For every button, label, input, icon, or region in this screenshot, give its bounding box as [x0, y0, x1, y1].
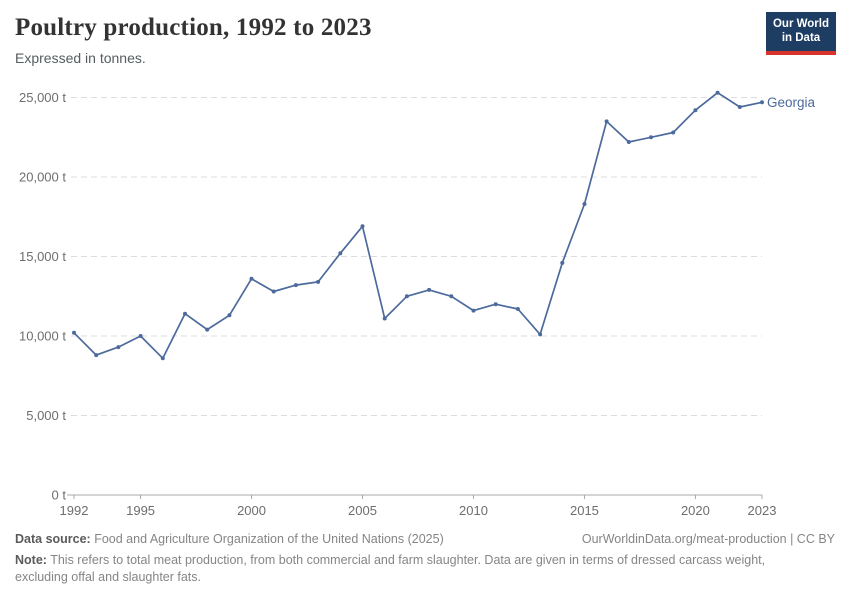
source-row: Data source: Food and Agriculture Organi…	[15, 531, 835, 548]
data-point-marker[interactable]	[293, 283, 298, 288]
x-axis-tick-label: 2010	[459, 503, 488, 518]
x-axis-tick-label: 1995	[126, 503, 155, 518]
chart-note: Note: This refers to total meat producti…	[15, 552, 815, 586]
data-point-marker[interactable]	[737, 105, 742, 109]
owid-logo-line2: in Data	[781, 32, 821, 44]
note-label: Note:	[15, 553, 47, 567]
series-end-label[interactable]: Georgia	[767, 95, 816, 110]
x-axis-tick-label: 2023	[748, 503, 777, 518]
x-axis-tick-label: 2015	[570, 503, 599, 518]
data-point-marker[interactable]	[604, 119, 609, 124]
series-line[interactable]	[73, 91, 763, 360]
note-text: This refers to total meat production, fr…	[15, 553, 766, 584]
data-point-marker[interactable]	[160, 356, 165, 361]
data-point-marker[interactable]	[760, 100, 764, 105]
data-point-marker[interactable]	[449, 294, 454, 299]
data-point-marker[interactable]	[693, 108, 698, 113]
data-point-marker[interactable]	[671, 130, 676, 135]
data-source-label: Data source:	[15, 532, 91, 546]
data-point-marker[interactable]	[227, 313, 232, 318]
data-point-marker[interactable]	[271, 289, 276, 294]
data-point-marker[interactable]	[626, 140, 631, 144]
data-point-marker[interactable]	[715, 90, 720, 95]
data-point-marker[interactable]	[382, 316, 387, 321]
data-point-marker[interactable]	[205, 327, 210, 332]
data-point-marker[interactable]	[249, 276, 254, 281]
data-point-marker[interactable]	[582, 202, 587, 206]
page-title: Poultry production, 1992 to 2023	[15, 14, 372, 41]
data-point-marker[interactable]	[72, 330, 76, 335]
x-axis-tick-label: 2005	[348, 503, 377, 518]
owid-logo-line1: Our World	[772, 18, 829, 30]
data-point-marker[interactable]	[138, 334, 143, 338]
data-point-marker[interactable]	[404, 294, 409, 299]
data-point-marker[interactable]	[560, 260, 565, 265]
data-source-text: Food and Agriculture Organization of the…	[94, 532, 444, 546]
data-source: Data source: Food and Agriculture Organi…	[15, 531, 444, 548]
y-axis-tick-label: 25,000 t	[19, 90, 66, 105]
data-point-marker[interactable]	[316, 279, 321, 284]
data-point-marker[interactable]	[183, 311, 187, 316]
data-point-marker[interactable]	[515, 307, 520, 311]
data-point-marker[interactable]	[338, 251, 343, 256]
x-axis-tick-label: 1992	[60, 503, 89, 518]
x-axis-tick-label: 2020	[681, 503, 710, 518]
owid-url-link[interactable]: OurWorldinData.org/meat-production | CC …	[581, 532, 835, 546]
owid-logo[interactable]: Our World in Data	[766, 12, 836, 55]
y-axis-tick-label: 5,000 t	[26, 408, 66, 423]
chart-footer: Data source: Food and Agriculture Organi…	[15, 531, 835, 586]
data-point-marker[interactable]	[360, 224, 365, 229]
line-chart[interactable]: 0 t 5,000 t 10,000 t 15,000 t 20,000 t 25,000…	[0, 80, 850, 528]
data-point-marker[interactable]	[471, 308, 476, 313]
data-point-marker[interactable]	[649, 135, 653, 140]
chart-subtitle: Expressed in tonnes.	[15, 50, 146, 66]
y-axis-tick-label: 0 t	[52, 488, 67, 503]
data-point-marker[interactable]	[538, 332, 543, 337]
data-point-marker[interactable]	[427, 287, 432, 292]
x-axis-tick-label: 2000	[237, 503, 266, 518]
y-axis-tick-label: 15,000 t	[19, 249, 66, 264]
data-point-marker[interactable]	[116, 345, 121, 350]
chart-header: Poultry production, 1992 to 2023 Express…	[15, 14, 835, 66]
y-axis-tick-label: 10,000 t	[19, 329, 66, 344]
data-point-marker[interactable]	[94, 353, 99, 358]
data-point-marker[interactable]	[493, 302, 498, 307]
y-axis-tick-label: 20,000 t	[19, 170, 66, 185]
